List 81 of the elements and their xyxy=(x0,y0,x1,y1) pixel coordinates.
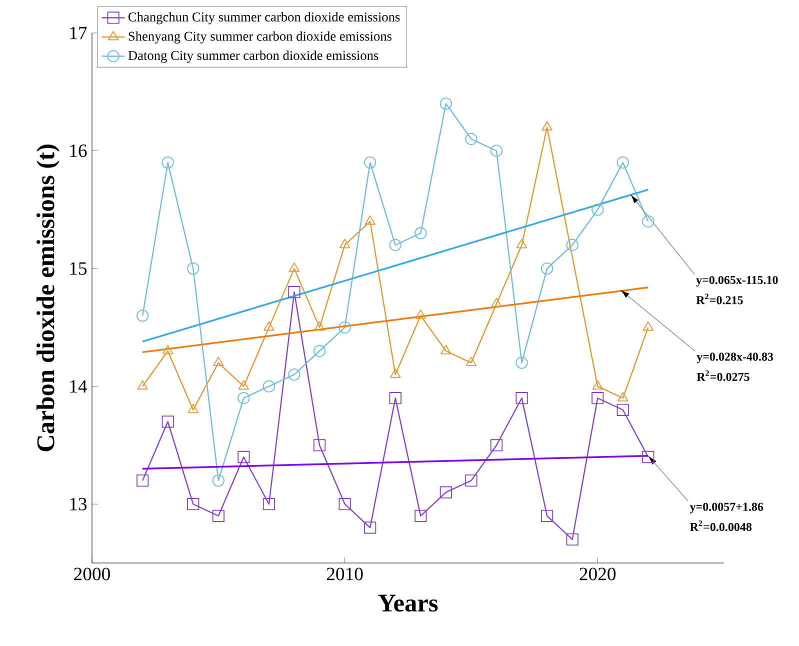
point xyxy=(440,98,452,110)
point xyxy=(262,498,276,510)
point xyxy=(314,321,325,331)
point xyxy=(213,356,224,366)
point xyxy=(592,204,604,216)
point xyxy=(288,262,300,272)
y-tick-label: 16 xyxy=(70,144,87,158)
x-tick-label: 2020 xyxy=(580,568,616,580)
y-tick-label: 17 xyxy=(70,26,87,40)
point xyxy=(642,321,654,331)
point xyxy=(264,321,274,331)
point xyxy=(389,392,402,404)
annotation: y=0.028x-40.83 xyxy=(696,352,774,364)
legend-label: Shenyang City summer carbon dioxide emissions xyxy=(128,31,392,44)
point xyxy=(440,486,452,498)
point xyxy=(542,121,552,130)
annotation: y=0.065x-115.10 xyxy=(696,276,778,287)
point xyxy=(390,368,401,378)
point xyxy=(465,132,478,146)
point xyxy=(516,238,528,248)
point xyxy=(288,368,300,381)
point xyxy=(540,262,554,275)
point xyxy=(288,286,300,298)
annotation: R$^{2}$=0.0275 xyxy=(696,370,750,382)
point xyxy=(137,380,148,390)
y-tick-label: 13 xyxy=(70,498,87,510)
point xyxy=(618,392,628,402)
point xyxy=(490,144,503,157)
point xyxy=(212,510,224,522)
legend-label: Changchun City summer carbon dioxide emissions xyxy=(128,12,400,24)
y-tick-label: 14 xyxy=(70,380,88,392)
point xyxy=(642,215,654,228)
point xyxy=(566,533,578,546)
point xyxy=(313,439,326,452)
annotation: R$^{2}$=0.215 xyxy=(696,294,743,304)
point xyxy=(642,450,654,464)
point xyxy=(616,404,629,416)
legend-label: Datong City summer carbon dioxide emissions xyxy=(128,50,378,63)
y-tick-label: 15 xyxy=(70,262,87,275)
point xyxy=(238,392,250,404)
point xyxy=(364,215,376,225)
x-tick-label: 2010 xyxy=(326,568,363,580)
point xyxy=(414,510,427,522)
point xyxy=(516,356,528,369)
point xyxy=(313,344,326,358)
point xyxy=(162,416,174,428)
point xyxy=(339,238,350,248)
point xyxy=(136,474,149,487)
point xyxy=(414,227,427,240)
point xyxy=(238,380,250,390)
x-axis-title: Years xyxy=(378,594,438,612)
point xyxy=(188,404,198,414)
point xyxy=(466,356,477,366)
point xyxy=(238,450,250,464)
point xyxy=(415,310,426,319)
point xyxy=(490,439,503,452)
point xyxy=(187,498,200,510)
point xyxy=(338,498,351,510)
point xyxy=(592,380,603,390)
x-tick-label: 2000 xyxy=(74,568,110,580)
y-axis-title: Carbon dioxide emissions (t) xyxy=(36,144,60,452)
point xyxy=(389,238,402,252)
point xyxy=(262,380,276,392)
point xyxy=(616,156,629,169)
point xyxy=(212,474,224,487)
point xyxy=(338,321,351,334)
point xyxy=(364,156,376,169)
point xyxy=(540,510,554,522)
point xyxy=(162,344,174,354)
point xyxy=(566,238,578,252)
point xyxy=(364,522,376,534)
point xyxy=(516,392,528,404)
point xyxy=(162,156,174,169)
point xyxy=(187,262,200,275)
point xyxy=(491,298,502,308)
point xyxy=(136,310,149,322)
point xyxy=(465,474,478,487)
annotation: R$^{2}$=0.0.0048 xyxy=(690,520,752,532)
point xyxy=(592,392,604,404)
annotation: y=0.0057+1.86 xyxy=(690,502,764,514)
point xyxy=(440,344,452,354)
